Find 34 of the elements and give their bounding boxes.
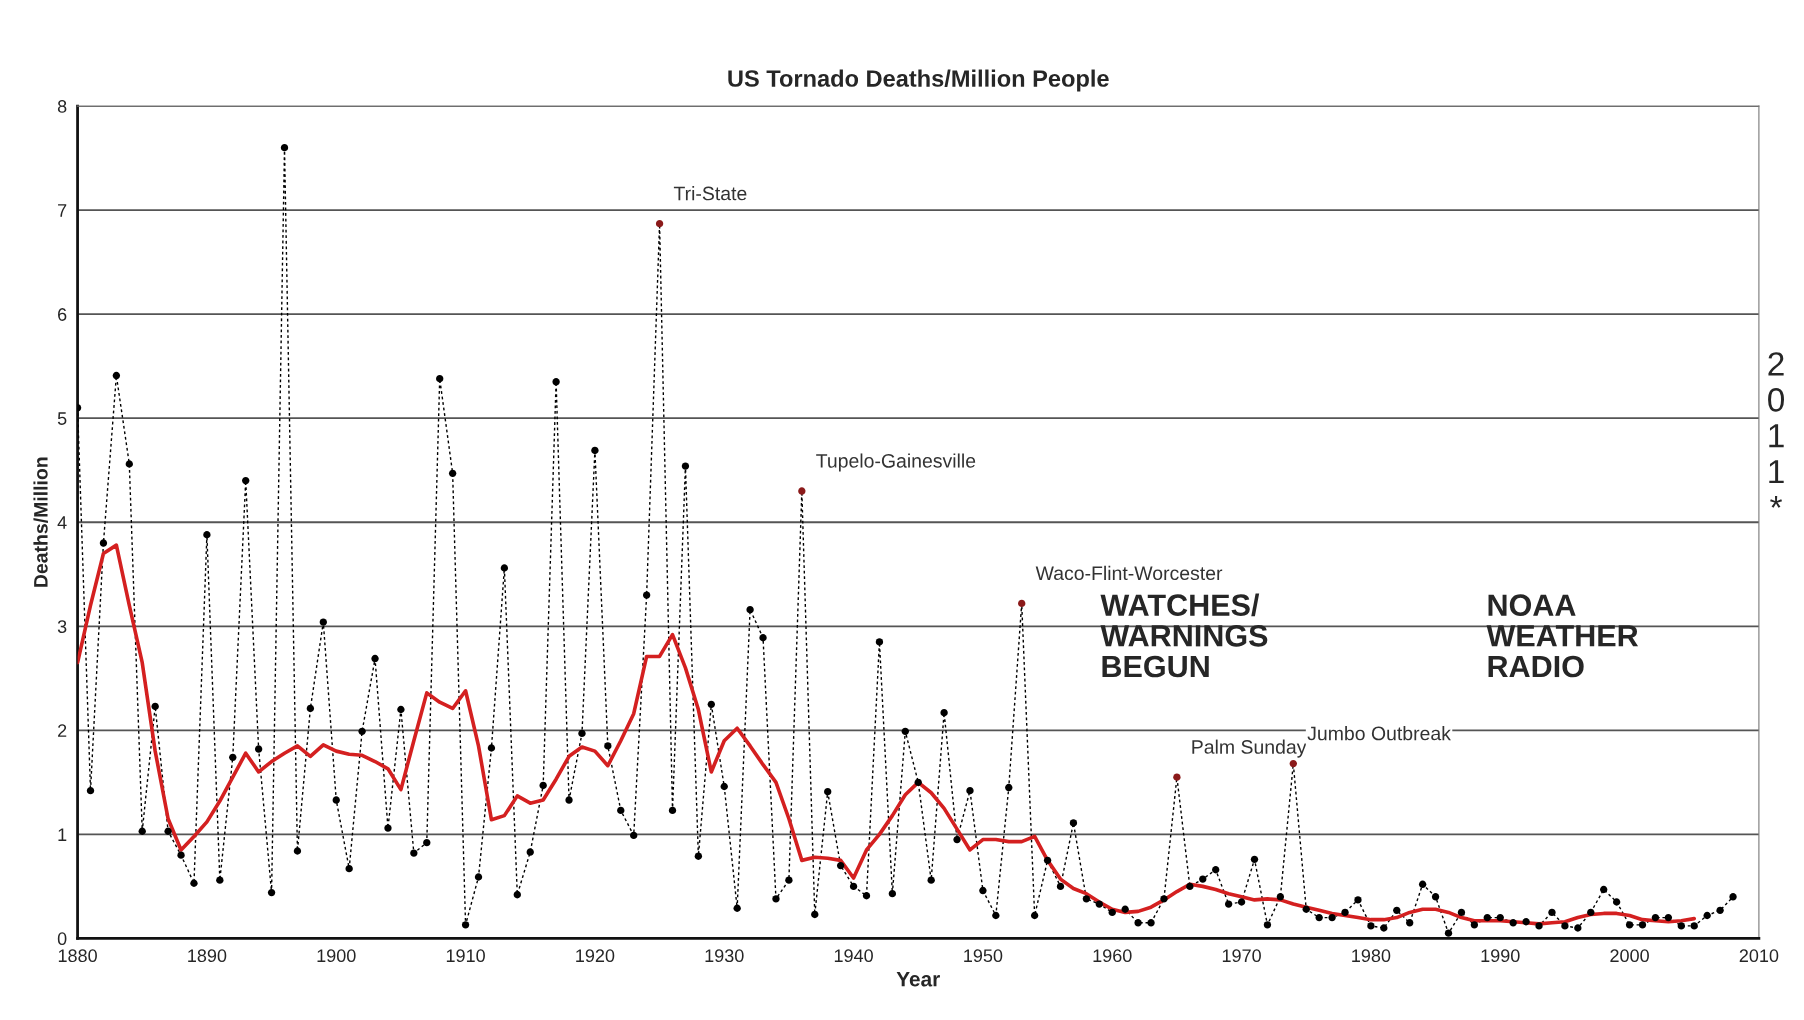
chart-title: US Tornado Deaths/Million People (728, 69, 1109, 92)
y-tick-label: 8 (57, 100, 67, 113)
y-tick-label: 2 (58, 724, 67, 737)
x-tick-label: 1920 (576, 949, 615, 963)
x-tick-label: 1980 (1352, 949, 1391, 963)
annotation: Tri-State (673, 186, 747, 201)
x-tick-label: 1880 (58, 949, 97, 963)
y-axis-title: Deaths/Million (33, 457, 48, 587)
x-tick-label: 1910 (446, 949, 485, 963)
y-tick-label: 7 (58, 204, 67, 217)
annotation: Waco-Flint-Worcester (1035, 565, 1223, 581)
x-tick-label: 1930 (705, 949, 744, 963)
x-tick-label: 2000 (1610, 949, 1649, 963)
y-tick-label: 4 (57, 516, 67, 529)
x-tick-label: 1900 (317, 949, 356, 963)
y-tick-label: 1 (58, 828, 67, 841)
x-tick-label: 1890 (188, 949, 227, 963)
annotation: WATCHES/ WARNINGS BEGUN (1100, 593, 1268, 678)
x-tick-label: 1950 (964, 949, 1003, 963)
x-tick-label: 1990 (1481, 949, 1520, 963)
annotation: Palm Sunday (1192, 739, 1307, 758)
y-tick-label: 5 (57, 412, 67, 425)
x-tick-label: 1970 (1222, 949, 1261, 963)
annotation: Jumbo Outbreak (1307, 726, 1451, 741)
x-axis-title: Year (896, 971, 940, 987)
x-tick-label: 1940 (834, 949, 873, 963)
x-tick-label: 1960 (1093, 949, 1132, 963)
y-tick-label: 6 (58, 308, 67, 321)
x-tick-label: 2010 (1739, 949, 1779, 963)
y-tick-label: 0 (57, 932, 67, 946)
y-tick-label: 3 (57, 620, 67, 633)
annotation: NOAA WEATHER RADIO (1486, 594, 1639, 678)
annotation: Tupelo-Gainesville (816, 453, 976, 472)
text: 2011* (1768, 352, 1784, 508)
